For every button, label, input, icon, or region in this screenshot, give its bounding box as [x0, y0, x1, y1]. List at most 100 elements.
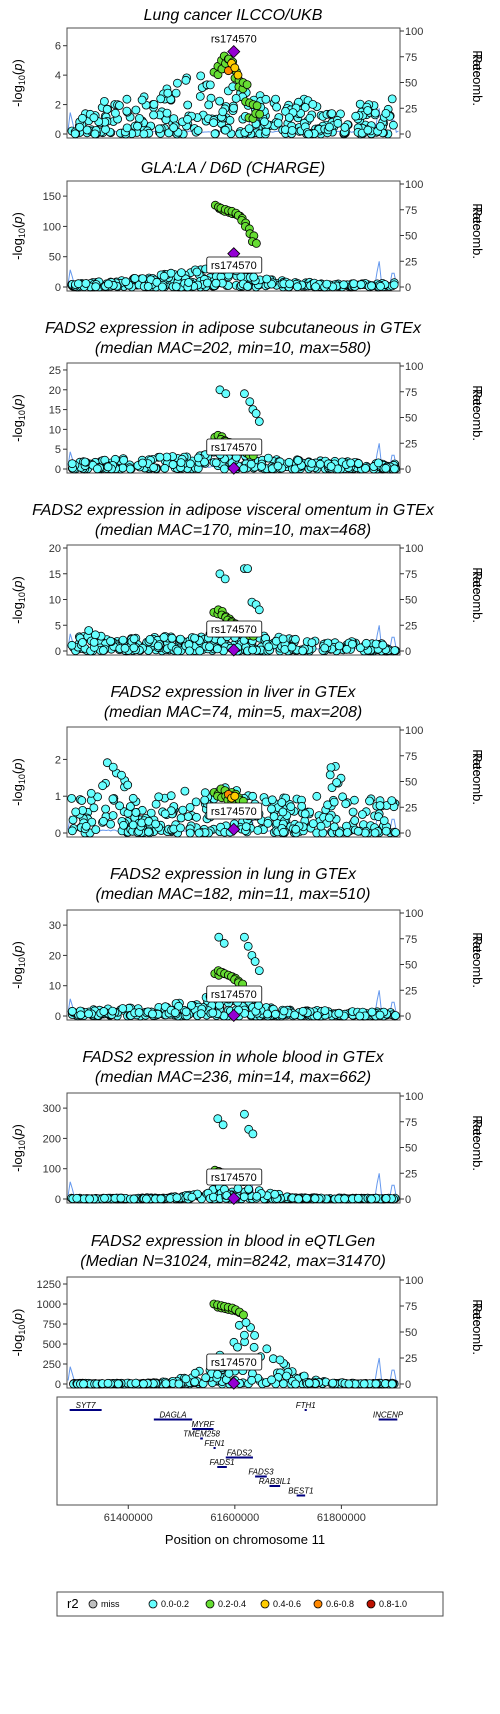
snp-point	[82, 125, 92, 135]
y2-tick-label: 50	[405, 78, 417, 90]
snp-point	[184, 278, 194, 287]
snp-point	[86, 788, 96, 798]
y-tick-label: 2	[55, 754, 61, 766]
snp-point-ld	[251, 238, 261, 248]
snp-point-high	[243, 564, 253, 573]
snp-point	[388, 120, 398, 130]
y2-axis-label-2: Rate	[470, 385, 485, 412]
snp-point	[229, 103, 239, 113]
snp-point-high	[215, 569, 225, 579]
lead-snp-label: rs174570	[211, 34, 257, 46]
gene-label: FTH1	[296, 1401, 316, 1410]
snp-point	[389, 464, 399, 474]
snp-point-midld	[230, 791, 240, 801]
panel-title: FADS2 expression in whole blood in GTEx	[82, 1049, 384, 1066]
y-tick-label: 20	[49, 543, 61, 555]
y-tick-label: 0	[55, 464, 61, 476]
snp-point	[80, 457, 90, 467]
y2-axis-label-1: Recomb.	[470, 389, 485, 441]
snp-point	[169, 123, 179, 132]
snp-point	[244, 1184, 254, 1194]
snp-point	[233, 1184, 243, 1193]
snp-point	[167, 633, 177, 643]
y-tick-label: 0	[55, 282, 61, 294]
lead-snp-label: rs174570	[211, 624, 257, 636]
y-tick-label: 50	[49, 252, 61, 264]
y-tick-label: 1250	[37, 1279, 61, 1291]
y2-tick-label: 50	[405, 231, 417, 243]
y-tick-label: 250	[43, 1359, 61, 1371]
y-tick-label: 0	[55, 646, 61, 658]
snp-point-high	[245, 397, 255, 407]
y-tick-label: 20	[49, 385, 61, 397]
y-axis-label: -log10(p)	[10, 1124, 27, 1172]
snp-point-ld	[255, 109, 265, 119]
y-tick-label: 5	[55, 620, 61, 632]
snp-point	[211, 278, 221, 288]
legend-title: r2	[67, 1596, 79, 1611]
y-axis-label: -log10(p)	[10, 59, 27, 107]
y-tick-label: 100	[43, 1164, 61, 1176]
snp-point	[71, 807, 81, 817]
y-axis-label: -log10(p)	[10, 1309, 27, 1357]
snp-point	[239, 1330, 249, 1340]
snp-point	[200, 788, 210, 798]
snp-point	[128, 793, 138, 803]
snp-point	[168, 460, 178, 470]
y2-tick-label: 0	[405, 464, 411, 476]
snp-point	[263, 1009, 272, 1019]
legend-label: miss	[101, 1599, 120, 1609]
snp-point	[75, 122, 85, 132]
snp-point	[284, 457, 294, 467]
lead-snp-label: rs174570	[211, 1357, 257, 1369]
snp-point	[346, 458, 356, 468]
snp-point	[159, 271, 169, 281]
snp-point	[252, 1191, 262, 1201]
snp-point	[218, 107, 228, 117]
legend-swatch	[366, 1599, 376, 1609]
snp-point	[102, 104, 112, 114]
snp-point	[134, 114, 144, 123]
snp-point	[363, 125, 373, 135]
snp-point	[298, 646, 308, 656]
y2-tick-label: 100	[405, 908, 423, 920]
legend: r2 miss 0.0-0.2 0.2-0.4 0.4-0.6 0.6-0.8 0.8-1.…	[56, 1591, 444, 1617]
x-tick-label: 61800000	[317, 1512, 366, 1524]
snp-point	[370, 828, 380, 838]
y-tick-label: 4	[55, 70, 61, 82]
snp-point	[291, 1379, 300, 1389]
snp-point	[106, 636, 115, 646]
panel-8: FADS2 expression in blood in eQTLGen (Med…	[10, 1233, 485, 1391]
snp-point	[186, 1001, 196, 1010]
snp-point	[171, 282, 181, 292]
snp-point	[375, 122, 385, 131]
y2-tick-label: 25	[405, 1353, 417, 1365]
snp-point	[133, 121, 142, 131]
snp-point	[125, 464, 135, 474]
gene-label: FEN1	[204, 1439, 224, 1448]
snp-point	[387, 94, 397, 104]
snp-point	[122, 94, 132, 104]
snp-point	[175, 634, 185, 644]
lead-snp-marker	[227, 1191, 241, 1205]
snp-point	[277, 798, 287, 807]
snp-point	[381, 109, 391, 118]
y2-tick-label: 0	[405, 828, 411, 840]
snp-point	[308, 100, 318, 109]
snp-point	[176, 813, 186, 823]
gene-label: MYRF	[192, 1420, 216, 1429]
y2-tick-label: 100	[405, 1091, 423, 1103]
snp-point	[195, 646, 205, 656]
snp-point	[350, 816, 360, 825]
snp-point	[304, 1378, 314, 1388]
snp-point	[354, 459, 363, 468]
y-tick-label: 1	[55, 791, 61, 803]
snp-point	[121, 277, 131, 287]
lead-snp-marker	[227, 45, 241, 59]
legend-swatch	[260, 1599, 270, 1609]
snp-point-ld	[242, 80, 252, 89]
panel-2: GLA:LA / D6D (CHARGE) 0 50 100 150 0 25 50 75 100…	[10, 160, 485, 294]
snp-point	[151, 799, 161, 809]
snp-point	[90, 129, 100, 139]
snp-point	[244, 124, 254, 134]
